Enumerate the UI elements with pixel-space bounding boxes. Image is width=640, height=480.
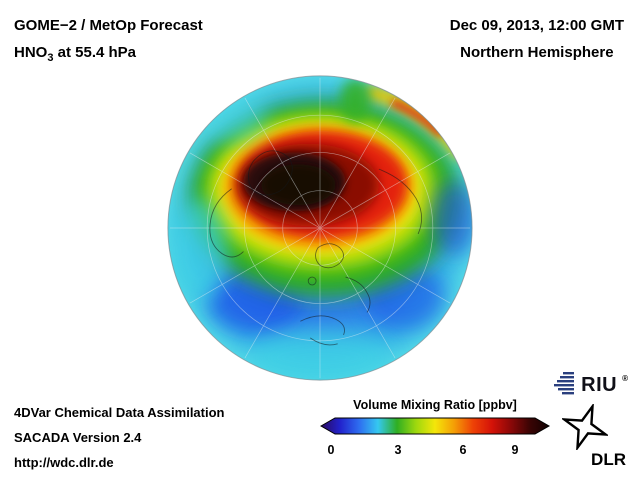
globe-map xyxy=(163,71,477,385)
datetime-block: Dec 09, 2013, 12:00 GMT Northern Hemisph… xyxy=(450,12,624,66)
species-prefix: HNO xyxy=(14,44,48,61)
assimilation-label: 4DVar Chemical Data Assimilation xyxy=(14,405,225,420)
riu-logo-icon xyxy=(554,372,575,395)
plot-title-block: GOME−2 / MetOp Forecast HNO3 at 55.4 hPa xyxy=(14,12,203,72)
dlr-logo-text: DLR xyxy=(591,450,626,469)
riu-logo-text: RIU xyxy=(581,373,618,396)
riu-registered-mark: ® xyxy=(622,373,628,383)
species-subscript: 3 xyxy=(47,52,54,64)
colorbar-tick-1: 3 xyxy=(394,443,402,457)
datetime-label: Dec 09, 2013, 12:00 GMT xyxy=(449,17,624,34)
dlr-logo: DLR xyxy=(560,404,626,470)
species-suffix: at 55.4 hPa xyxy=(53,44,137,61)
colorbar-tick-2: 6 xyxy=(459,443,467,457)
colorbar-ticks: 0 3 6 9 xyxy=(320,443,550,458)
colorbar-label: Volume Mixing Ratio [ppbv] xyxy=(353,398,517,412)
colorbar-tick-3: 9 xyxy=(511,443,519,457)
hemisphere-label: Northern Hemisphere xyxy=(460,44,614,61)
colorbar-tick-0: 0 xyxy=(327,443,335,457)
colorbar: Volume Mixing Ratio [ppbv] 0 3 6 9 xyxy=(319,398,551,458)
globe-svg xyxy=(167,75,473,381)
dlr-logo-icon xyxy=(562,404,608,450)
version-label: SACADA Version 2.4 xyxy=(14,430,142,445)
footer-info: 4DVar Chemical Data Assimilation SACADA … xyxy=(14,400,225,475)
plot-species-line: HNO3 at 55.4 hPa xyxy=(14,39,203,72)
website-url[interactable]: http://wdc.dlr.de xyxy=(14,455,114,470)
riu-logo: RIU ® xyxy=(554,372,628,398)
plot-title: GOME−2 / MetOp Forecast xyxy=(14,17,203,34)
colorbar-gradient-bar xyxy=(319,417,551,435)
